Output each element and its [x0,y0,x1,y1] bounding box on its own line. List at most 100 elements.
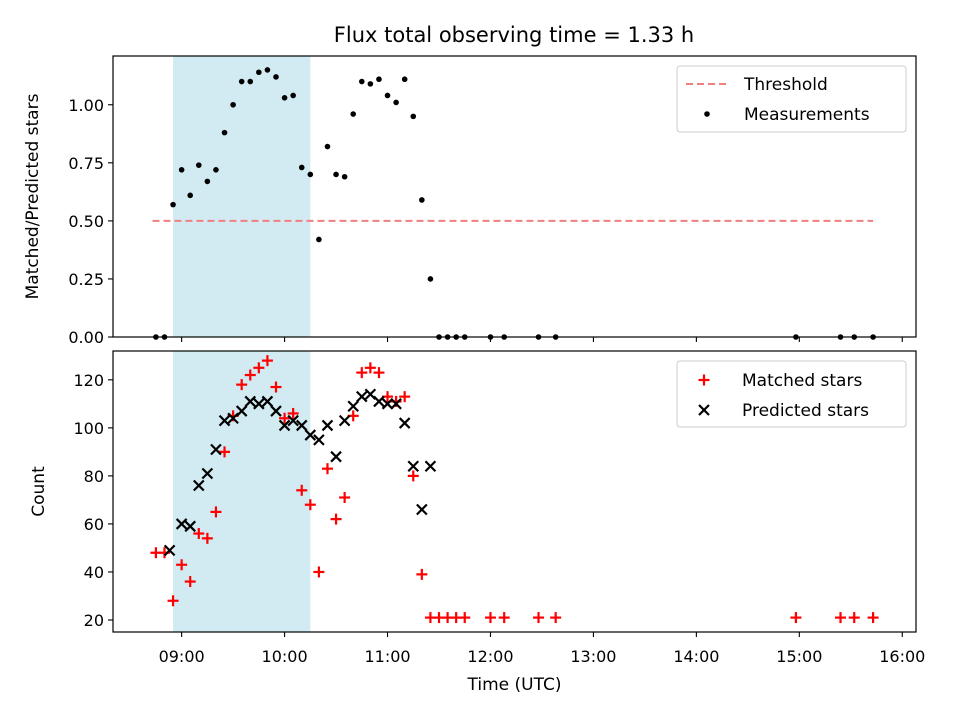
matched-star-point [236,379,248,391]
cross-b [347,400,359,413]
legend-measurements-marker [704,111,710,117]
bottom-panel: 20 40 60 80 100 120 09:00 10:00 11:00 12:00 13:00… [29,350,925,695]
predicted-star-point [201,467,214,480]
bottom-plot-frame [112,350,917,633]
matched-star-point [201,532,213,544]
matched-star-point [399,391,411,403]
predicted-star-point [295,419,308,432]
matched-star-point [407,470,419,482]
measurement-point [384,92,391,99]
cross-b [163,544,176,557]
matched-star-point [313,566,325,578]
matched-star-point [193,528,205,540]
measurement-point [341,173,348,180]
x-tick-label: 10:00 [262,647,308,666]
predicted-star-point [210,443,222,456]
bottom-legend: Matched stars Predicted stars [676,360,907,428]
predicted-star-point [304,429,317,441]
predicted-star-point [261,395,274,408]
predicted-star-point [381,398,394,410]
matched-star-point [304,499,316,511]
predicted-star-point [407,460,420,473]
matched-star-point [459,612,471,624]
cross-b [321,419,334,432]
measurement-point [393,99,399,106]
bottom-y-tick-label: 40 [84,563,104,582]
matched-star-point [210,506,222,518]
measurement-point [195,162,202,168]
predicted-star-point [163,544,176,557]
cross-b [356,390,368,403]
x-tick-label: 12:00 [467,647,513,666]
cross-b [424,460,437,473]
measurement-point [427,276,434,282]
predicted-star-point [330,450,342,463]
predicted-star-point [338,414,351,427]
predicted-star-point [416,503,428,516]
cross-b [244,395,257,408]
measurement-point [367,81,374,87]
legend-predicted-marker [698,404,710,416]
predicted-star-point [313,434,325,446]
cross-b [330,450,342,463]
predicted-star-point [253,398,265,410]
measurement-point [324,143,331,150]
x-axis-label: Time (UTC) [467,675,562,695]
predicted-star-point [321,419,334,432]
measurement-point [419,197,425,203]
measurement-point [358,78,365,85]
top-panel: 0.00 0.25 0.50 0.75 1.00 Matched/Predicted s… [23,55,917,347]
cross-b [373,395,385,408]
top-plot-frame [112,55,917,338]
top-y-tick-label: 1.00 [68,96,104,115]
top-y-tick-label: 0.75 [68,154,104,173]
predicted-star-point [244,395,257,408]
bottom-y-tick-label: 100 [73,419,104,438]
cross-b [253,398,265,410]
matched-star-point [261,355,273,367]
cross-b [407,460,420,473]
measurement-point [238,78,245,85]
cross-b [270,405,282,417]
bottom-y-tick-label: 20 [84,611,104,630]
matched-star-point [484,612,496,624]
predicted-star-point [390,398,402,410]
legend-predicted-label: Predicted stars [742,401,869,421]
x-tick-label: 11:00 [364,647,410,666]
x-tick-label: 15:00 [776,647,822,666]
matched-star-point [848,612,860,624]
x-tick-label: 14:00 [673,647,719,666]
top-y-tick-label: 0.25 [68,270,104,289]
measurement-point [376,76,382,83]
cross-b [338,414,351,427]
measurement-point [333,171,339,178]
predicted-star-point [347,400,359,413]
cross-b [698,404,710,416]
matched-star-point [533,612,545,624]
legend-threshold-label: Threshold [743,75,828,95]
cross-b [261,395,274,408]
predicted-star-point [184,520,196,533]
cross-b [295,419,308,432]
cross-b [278,419,291,432]
matched-star-point [167,595,179,607]
chart-title: Flux total observing time = 1.33 h [334,23,694,47]
measurement-point [401,76,408,83]
observing-window-shade-top [173,56,311,337]
measurement-point [221,129,228,136]
measurement-point [213,166,219,173]
matched-star-point [244,369,256,381]
matched-star-point [296,484,308,496]
predicted-star-point [278,419,291,432]
matched-star-point [184,576,196,588]
matched-star-point [835,612,847,624]
predicted-star-point [356,390,368,403]
cross-b [381,398,394,410]
legend-matched-label: Matched stars [742,371,862,391]
matched-star-point [416,568,428,580]
measurement-point [350,111,357,117]
cross-b [218,414,231,427]
matched-star-point [270,381,282,393]
cross-b [193,479,205,492]
matched-star-point [339,492,351,504]
